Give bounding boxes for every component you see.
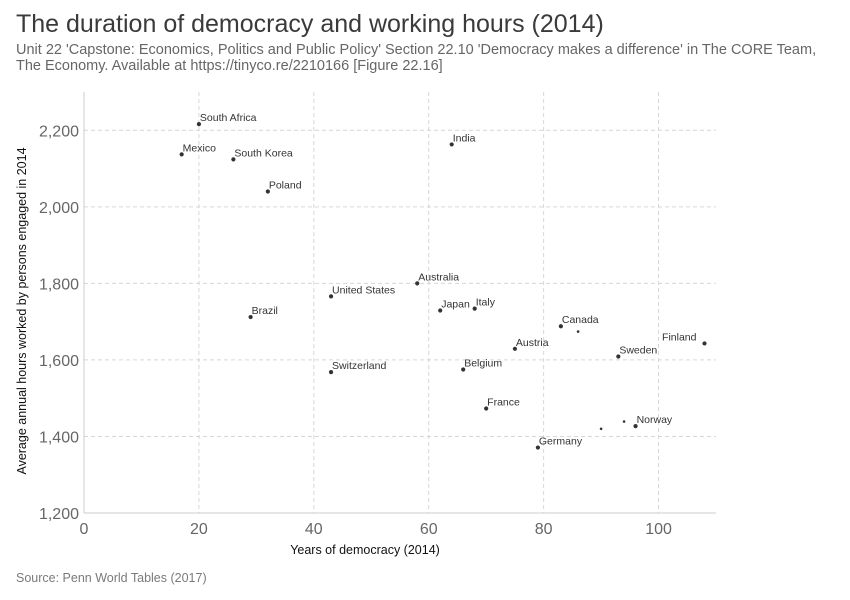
data-point [616,354,621,359]
x-axis-title: Years of democracy (2014) [290,543,440,557]
point-label: Austria [516,337,549,349]
data-point [248,314,253,320]
data-point [179,152,184,157]
data-point [472,306,477,311]
data-point [415,281,420,286]
data-point [461,367,466,372]
points-layer [179,122,707,450]
point-label: South Korea [234,147,293,159]
data-point [599,427,603,431]
data-point [328,294,334,299]
data-point [449,142,454,147]
point-label: South Africa [200,112,257,124]
point-label: Germany [539,436,583,448]
data-point [512,346,518,351]
y-tick-label: 1,200 [39,506,79,523]
point-label: France [487,397,520,409]
data-point [196,122,202,127]
point-label: Japan [441,299,470,311]
data-point [558,324,563,329]
data-point [633,424,638,429]
point-label: Finland [662,331,697,343]
point-label: Norway [637,414,673,426]
axis-layer: 1,200 1,400 1,600 1,800 2,000 2,200 0 20 40 60 80 1… [39,92,716,538]
y-axis-title: Average annual hours worked by persons e… [15,147,29,474]
data-point [576,330,580,333]
chart-subtitle: Unit 22 'Capstone: Economics, Politics a… [16,42,817,74]
labels-layer: South Africa Mexico South Korea Poland India… [183,112,697,447]
point-label: Belgium [464,357,502,369]
data-point [265,189,270,194]
point-label: Australia [418,271,459,283]
data-point [328,370,334,375]
data-point [484,406,489,411]
data-point [438,308,443,313]
y-tick-label: 1,800 [39,276,79,293]
source-note: Source: Penn World Tables (2017) [16,571,207,585]
point-label: Brazil [252,305,278,317]
grid-layer [84,92,716,513]
x-tick-label: 20 [190,521,208,538]
point-label: United States [332,284,395,296]
y-tick-label: 2,000 [39,200,79,217]
data-point [535,445,540,450]
x-tick-label: 80 [535,521,553,538]
point-label: Sweden [619,344,657,356]
point-label: Switzerland [332,360,386,372]
data-point [702,341,707,346]
point-label: Mexico [183,142,216,154]
point-label: India [453,132,476,144]
x-tick-label: 60 [420,521,438,538]
data-point [622,420,626,423]
y-tick-label: 1,600 [39,353,79,370]
y-tick-label: 2,200 [39,123,79,140]
y-tick-label: 1,400 [39,429,79,446]
chart-title: The duration of democracy and working ho… [16,10,604,38]
x-tick-label: 0 [80,521,89,538]
data-point [231,157,236,162]
x-tick-label: 100 [645,521,672,538]
point-label: Canada [562,314,599,326]
x-tick-label: 40 [305,521,323,538]
point-label: Poland [269,180,302,192]
point-label: Italy [476,297,496,309]
